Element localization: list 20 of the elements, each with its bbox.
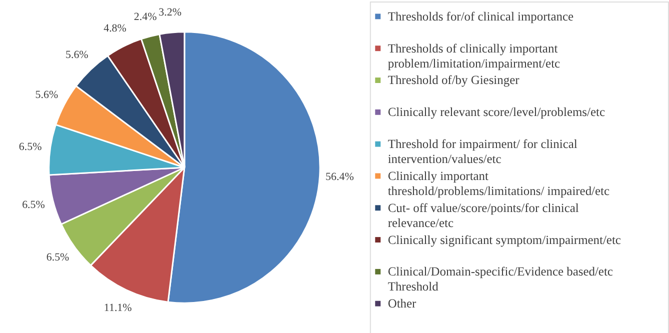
legend-label: Thresholds for/of clinical importance — [388, 9, 574, 24]
legend-label: Other — [388, 296, 418, 311]
legend-label: Cut- off value/score/points/for clinical relevance/etc — [388, 200, 580, 230]
data-label: 2.4% — [134, 10, 157, 23]
data-label: 56.4% — [326, 170, 354, 183]
data-label: 5.6% — [65, 49, 88, 62]
legend-label: Threshold of/by Giesinger — [388, 73, 520, 88]
data-label: 3.2% — [158, 6, 182, 19]
legend-label: Clinically relevant score/level/problems/etc — [388, 105, 606, 120]
legend-label: Clinically important threshold/problems/limitations/ impaired/etc — [388, 168, 610, 198]
legend-label: Threshold for impairment/ for clinical intervention/values/etc — [388, 137, 578, 166]
data-label: 6.5% — [18, 140, 42, 153]
legend-label: Clinical/Domain-specific/Evidence based/etc Threshold — [388, 264, 614, 294]
data-label: 11.1% — [104, 302, 132, 314]
data-label: 6.5% — [22, 198, 45, 211]
legend-label: Thresholds of clinically important problem/limitation/impairment/etc — [388, 41, 561, 70]
legend-label: Clinically significant symptom/impairment/etc — [388, 232, 622, 247]
data-label: 5.6% — [35, 89, 58, 102]
data-label: 6.5% — [46, 252, 70, 264]
data-label: 4.8% — [104, 22, 126, 34]
